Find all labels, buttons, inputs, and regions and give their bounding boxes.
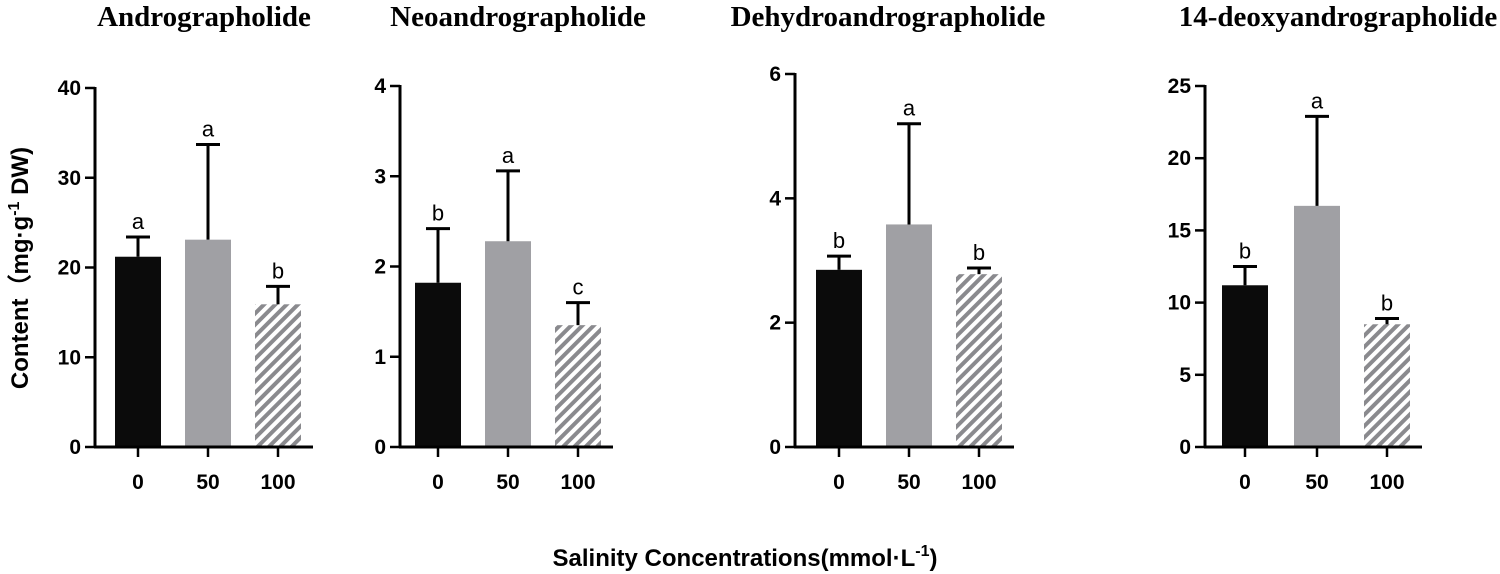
chart-panel: Andrographolide a 0 a 50 b 100 0 10 20 30 40	[58, 1, 313, 494]
significance-label: b	[1239, 239, 1251, 264]
bar	[1364, 324, 1410, 447]
significance-label: a	[202, 117, 215, 142]
y-tick-label: 2	[374, 256, 386, 279]
x-axis-title-sup: -1	[915, 543, 929, 560]
bar	[185, 239, 231, 447]
significance-label: b	[432, 201, 444, 226]
x-tick-label: 100	[260, 471, 295, 494]
significance-label: b	[833, 228, 845, 253]
y-tick-label: 10	[1168, 292, 1191, 315]
y-tick-label: 6	[769, 63, 781, 86]
bar	[956, 274, 1002, 447]
x-axis-title: Salinity Concentrations(mmol·L-1)	[553, 543, 938, 572]
panel-title: Neoandrographolide	[390, 1, 646, 33]
y-tick-label: 0	[769, 436, 781, 459]
bar	[415, 282, 461, 447]
significance-label: a	[1311, 88, 1324, 113]
y-tick-label: 20	[58, 257, 81, 280]
y-tick-label: 2	[769, 312, 781, 335]
y-tick-label: 0	[1179, 436, 1191, 459]
x-tick-label: 50	[1305, 471, 1328, 494]
bar	[816, 269, 862, 447]
significance-label: b	[272, 258, 284, 283]
y-tick-label: 20	[1168, 147, 1191, 170]
x-axis-title-main: Salinity Concentrations(mmol·L	[553, 545, 916, 572]
panel-title: Andrographolide	[97, 1, 311, 33]
chart-panels: Andrographolidea0a50b100010203040Neoandr…	[58, 1, 1498, 494]
svg-text:Content（mg·g-1 DW): Content（mg·g-1 DW)	[6, 147, 34, 389]
significance-label: b	[973, 240, 985, 265]
x-tick-label: 0	[1239, 471, 1251, 494]
x-tick-label: 0	[432, 471, 444, 494]
x-tick-label: 100	[1369, 471, 1404, 494]
significance-label: c	[573, 275, 584, 300]
y-tick-label: 40	[58, 77, 81, 100]
y-tick-label: 4	[374, 75, 386, 98]
y-tick-label: 4	[769, 187, 781, 210]
y-axis-title-end: DW)	[7, 147, 34, 202]
x-tick-label: 50	[897, 471, 920, 494]
x-tick-label: 50	[496, 471, 519, 494]
y-axis-title: Content（mg·g-1 DW)	[6, 147, 34, 389]
x-axis-title-end: )	[929, 545, 937, 572]
x-tick-label: 50	[196, 471, 219, 494]
panel-title: Dehydroandrographolide	[731, 1, 1046, 33]
x-tick-label: 100	[961, 471, 996, 494]
bar	[485, 241, 531, 447]
y-tick-label: 5	[1179, 364, 1191, 387]
significance-label: b	[1381, 290, 1393, 315]
bar	[1294, 205, 1340, 447]
y-tick-label: 10	[58, 346, 81, 369]
chart-panel: 14-deoxyandrographolide b 0 a 50 b 100 0 5 10 15 20…	[1168, 1, 1498, 494]
bar	[886, 224, 932, 447]
x-tick-label: 100	[560, 471, 595, 494]
significance-label: a	[132, 209, 145, 234]
bar	[555, 325, 601, 447]
y-tick-label: 30	[58, 167, 81, 190]
panel-title: 14-deoxyandrographolide	[1179, 1, 1498, 33]
significance-label: a	[502, 143, 515, 168]
chart-panel: Neoandrographolide b 0 a 50 c 100 0 1 2 3 4	[374, 1, 646, 494]
chart-panel: Dehydroandrographolide b 0 a 50 b 100 0 2 4 6	[731, 1, 1046, 494]
bar	[1222, 285, 1268, 447]
significance-label: a	[903, 96, 916, 121]
x-tick-label: 0	[833, 471, 845, 494]
y-tick-label: 0	[69, 436, 81, 459]
x-tick-label: 0	[132, 471, 144, 494]
bar	[115, 256, 161, 447]
y-tick-label: 3	[374, 165, 386, 188]
y-tick-label: 15	[1168, 219, 1192, 242]
y-axis-title-sup: -1	[6, 201, 23, 215]
y-axis-title-main: Content（mg·g	[7, 216, 34, 389]
y-tick-label: 0	[374, 436, 386, 459]
y-tick-label: 1	[374, 346, 386, 369]
y-tick-label: 25	[1168, 75, 1192, 98]
bar	[255, 304, 301, 447]
